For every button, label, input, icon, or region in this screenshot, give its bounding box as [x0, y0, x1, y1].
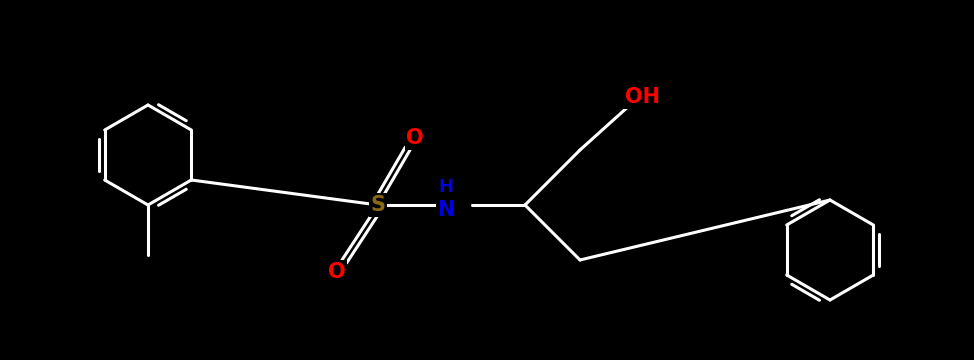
Text: OH: OH [624, 87, 659, 107]
Text: N: N [437, 200, 455, 220]
Text: H: H [438, 178, 454, 196]
Text: O: O [328, 262, 346, 282]
Text: S: S [370, 195, 386, 215]
Text: O: O [406, 128, 424, 148]
